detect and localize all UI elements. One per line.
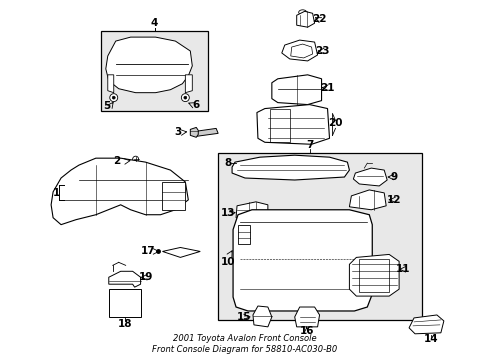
Polygon shape	[232, 155, 349, 180]
Polygon shape	[349, 255, 398, 296]
Text: 13: 13	[221, 208, 235, 218]
Text: 22: 22	[312, 14, 326, 24]
Polygon shape	[162, 247, 200, 257]
Ellipse shape	[298, 10, 306, 15]
Polygon shape	[296, 11, 314, 27]
Text: 11: 11	[395, 264, 409, 274]
Polygon shape	[271, 75, 321, 105]
Text: 3: 3	[174, 127, 182, 138]
Text: 7: 7	[305, 140, 313, 150]
Bar	[108, 289, 141, 317]
Polygon shape	[105, 37, 192, 93]
Polygon shape	[51, 158, 188, 225]
Text: 18: 18	[117, 319, 132, 329]
Text: 5: 5	[103, 100, 110, 111]
Polygon shape	[195, 129, 218, 136]
Polygon shape	[294, 307, 319, 327]
Ellipse shape	[280, 94, 292, 100]
Text: 21: 21	[320, 83, 334, 93]
Text: 20: 20	[327, 118, 342, 129]
Polygon shape	[190, 127, 198, 137]
Polygon shape	[107, 75, 114, 93]
Text: 1: 1	[52, 188, 60, 198]
Circle shape	[132, 156, 138, 162]
Circle shape	[183, 96, 186, 99]
Circle shape	[181, 94, 189, 102]
Polygon shape	[233, 210, 371, 311]
Polygon shape	[353, 168, 386, 186]
Polygon shape	[349, 190, 386, 210]
Polygon shape	[408, 315, 443, 334]
Polygon shape	[290, 44, 312, 58]
Text: 4: 4	[150, 18, 158, 28]
Ellipse shape	[305, 121, 313, 130]
Polygon shape	[185, 75, 192, 93]
Circle shape	[109, 94, 118, 102]
Text: 10: 10	[221, 257, 235, 267]
Text: 8: 8	[224, 158, 231, 168]
Ellipse shape	[301, 94, 313, 100]
Circle shape	[112, 96, 115, 99]
Polygon shape	[238, 225, 249, 244]
Polygon shape	[236, 202, 267, 222]
Polygon shape	[281, 40, 317, 61]
Text: 14: 14	[423, 334, 437, 344]
Bar	[218, 153, 421, 320]
Text: 6: 6	[192, 100, 200, 109]
Text: 19: 19	[138, 272, 152, 282]
Polygon shape	[162, 182, 185, 210]
Text: 12: 12	[386, 195, 401, 205]
Ellipse shape	[275, 121, 283, 130]
Polygon shape	[108, 271, 141, 287]
Text: 2001 Toyota Avalon Front Console
Front Console Diagram for 58810-AC030-B0: 2001 Toyota Avalon Front Console Front C…	[152, 334, 336, 354]
Text: 9: 9	[390, 172, 397, 182]
Bar	[101, 31, 208, 111]
Text: 17: 17	[141, 247, 156, 256]
Polygon shape	[252, 306, 271, 327]
Text: 15: 15	[236, 312, 251, 322]
Text: 2: 2	[113, 156, 120, 166]
Text: 23: 23	[315, 46, 329, 56]
Bar	[359, 260, 388, 292]
Polygon shape	[256, 105, 329, 144]
Text: 16: 16	[299, 326, 313, 336]
